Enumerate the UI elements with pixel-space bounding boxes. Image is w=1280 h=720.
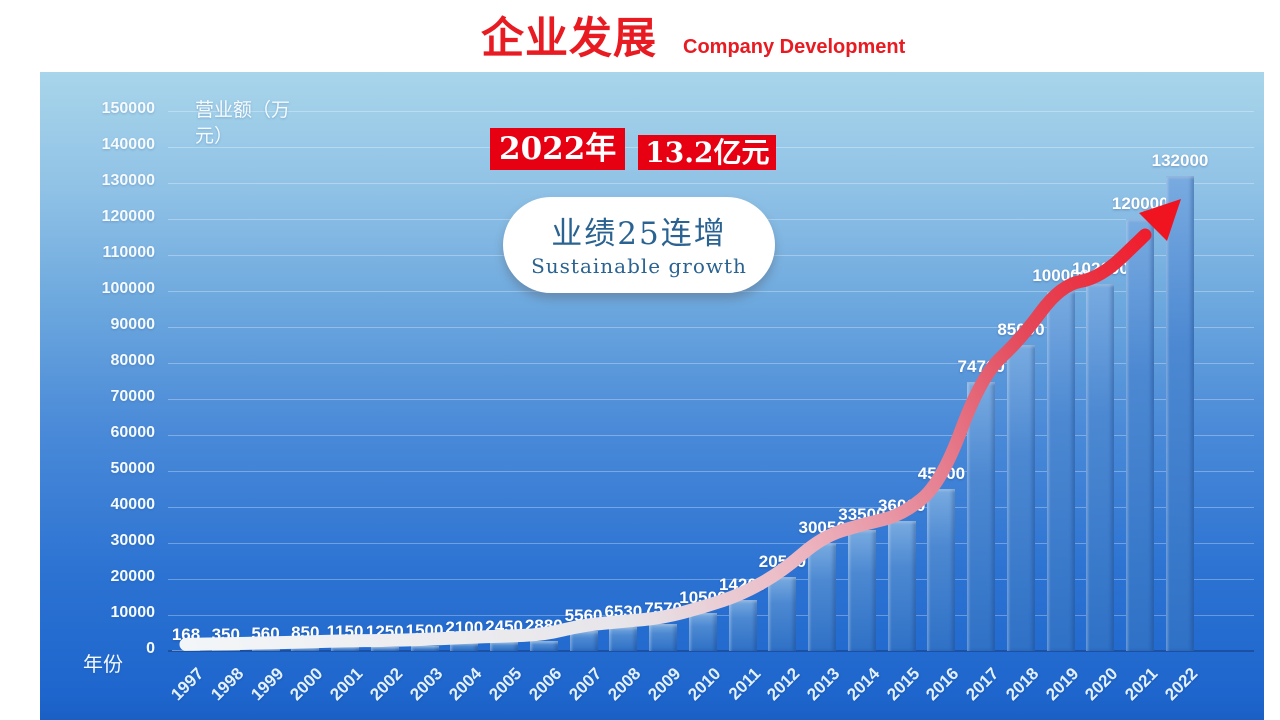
bar-1998 <box>211 649 240 651</box>
callout-subtitle: Sustainable growth <box>531 254 747 278</box>
bar-1999 <box>251 648 280 651</box>
y-tick-label: 100000 <box>101 280 155 297</box>
bar-2021 <box>1126 219 1155 651</box>
bar-2013 <box>808 542 837 651</box>
x-axis-title: 年份 <box>83 654 123 676</box>
bar-2000 <box>291 647 320 651</box>
y-tick-label: 70000 <box>110 388 156 405</box>
bar-2017 <box>967 382 996 651</box>
bar-2019 <box>1046 291 1075 651</box>
y-tick-label: 10000 <box>110 604 156 621</box>
y-tick-label: 50000 <box>110 460 156 477</box>
callout-title: 业绩25连增 <box>551 216 727 252</box>
y-tick-label: 60000 <box>110 424 156 441</box>
bar-2007 <box>569 630 598 651</box>
bar-chart: 0 10000 20000 30000 40000 50000 60000 70000 8000… <box>40 72 1264 720</box>
bar-2005 <box>490 642 519 651</box>
bar-2008 <box>609 627 638 651</box>
y-tick-label: 0 <box>146 640 155 657</box>
bar-value-label: 132000 <box>1151 150 1209 170</box>
y-axis-title: 营业额（万元） <box>195 100 291 147</box>
bar-1997 <box>172 650 200 652</box>
bar-2002 <box>370 646 399 651</box>
bar-2001 <box>331 646 360 651</box>
y-tick-label: 30000 <box>110 532 156 549</box>
y-tick-label: 150000 <box>101 100 155 117</box>
bar-2018 <box>1006 345 1035 651</box>
trend-line <box>179 228 1152 651</box>
y-tick-label: 90000 <box>110 316 156 333</box>
y-tick-label: 80000 <box>110 352 156 369</box>
y-tick-label: 20000 <box>110 568 156 585</box>
bar-2022 <box>1166 175 1194 651</box>
y-tick-label: 40000 <box>110 496 156 513</box>
gridline <box>168 111 1254 112</box>
bar-2020 <box>1086 283 1115 651</box>
x-axis-line <box>168 650 1254 652</box>
bar-2016 <box>927 489 956 651</box>
bar-2010 <box>688 613 717 651</box>
y-tick-label: 120000 <box>101 208 155 225</box>
page-subtitle: Company Development <box>683 36 906 58</box>
bar-2014 <box>847 530 876 651</box>
y-tick-label: 130000 <box>101 172 155 189</box>
bar-2015 <box>887 521 916 651</box>
bar-2004 <box>450 643 479 651</box>
bar-2012 <box>768 577 797 651</box>
bar-2011 <box>728 599 757 651</box>
callout-bubble: 业绩25连增 Sustainable growth <box>503 197 775 293</box>
y-tick-label: 110000 <box>102 244 155 261</box>
highlight-amount: 13.2亿元 <box>638 135 777 170</box>
bar-2006 <box>529 640 558 651</box>
bar-2009 <box>649 623 678 651</box>
page-title: 企业发展 <box>481 15 657 63</box>
bar-2003 <box>410 645 439 651</box>
highlight-banner: 2022年 13.2亿元 <box>490 128 777 170</box>
highlight-year: 2022年 <box>490 128 626 170</box>
y-tick-label: 140000 <box>101 136 155 153</box>
gridline <box>168 183 1254 184</box>
